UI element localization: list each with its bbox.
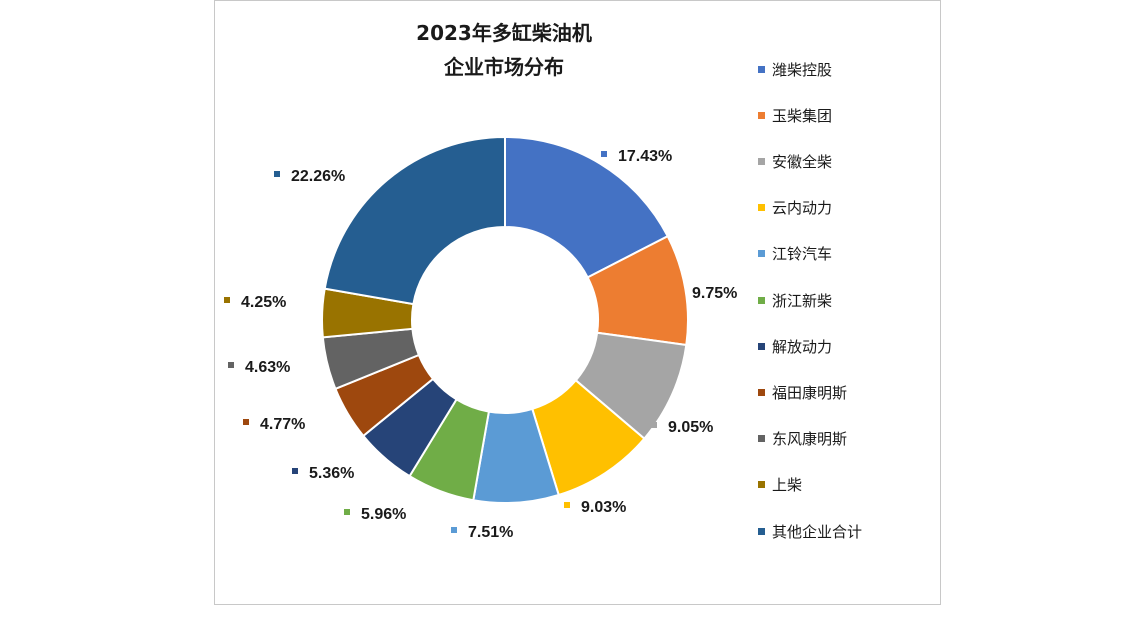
legend-item: 潍柴控股 xyxy=(758,58,832,80)
chart-title-line-1: 2023年多缸柴油机 xyxy=(416,21,592,45)
data-label-marker xyxy=(274,171,280,177)
legend-label: 上柴 xyxy=(772,476,803,495)
data-label-text: 9.03% xyxy=(581,499,626,516)
data-label-marker xyxy=(651,422,657,428)
data-label-8: 4.77% xyxy=(243,416,305,433)
legend-swatch xyxy=(758,296,765,304)
data-label-6: 5.96% xyxy=(344,506,406,523)
legend-item: 江铃汽车 xyxy=(758,243,832,265)
legend-item: 安徽全柴 xyxy=(758,150,832,172)
data-label-marker xyxy=(344,509,350,515)
legend-label: 福田康明斯 xyxy=(772,383,848,402)
legend-item: 云内动力 xyxy=(758,197,832,219)
legend-swatch xyxy=(758,204,765,212)
data-label-text: 5.36% xyxy=(309,465,354,482)
legend-item: 解放动力 xyxy=(758,335,832,357)
data-label-11: 22.26% xyxy=(274,168,345,185)
legend-swatch xyxy=(758,527,765,535)
legend-label: 云内动力 xyxy=(772,199,833,218)
legend-label: 江铃汽车 xyxy=(772,245,833,264)
data-label-7: 5.36% xyxy=(292,465,354,482)
data-label-marker xyxy=(243,419,249,425)
chart-title-line-2: 企业市场分布 xyxy=(444,55,564,79)
legend-label: 安徽全柴 xyxy=(772,152,833,171)
data-label-marker xyxy=(601,151,607,157)
legend-item: 玉柴集团 xyxy=(758,104,832,126)
data-label-1: 17.43% xyxy=(601,148,672,165)
data-label-text: 9.05% xyxy=(668,419,713,436)
legend-item: 福田康明斯 xyxy=(758,381,847,403)
legend-swatch xyxy=(758,111,765,119)
data-label-text: 9.75% xyxy=(692,285,737,302)
legend-label: 东风康明斯 xyxy=(772,430,848,449)
data-label-marker xyxy=(451,527,457,533)
data-label-marker xyxy=(292,468,298,474)
data-label-4: 9.03% xyxy=(564,499,626,516)
legend-swatch xyxy=(758,157,765,165)
data-label-marker xyxy=(224,297,230,303)
legend-swatch xyxy=(758,435,765,443)
legend-swatch xyxy=(758,342,765,350)
chart-title: 2023年多缸柴油机 企业市场分布 xyxy=(214,16,794,84)
legend-label: 潍柴控股 xyxy=(772,60,833,79)
data-label-marker xyxy=(228,362,234,368)
data-label-5: 7.51% xyxy=(451,524,513,541)
data-label-marker xyxy=(564,502,570,508)
data-label-2: 9.75% xyxy=(675,285,737,302)
data-label-text: 17.43% xyxy=(618,148,672,165)
donut-slice-1 xyxy=(504,135,670,279)
data-label-text: 4.25% xyxy=(241,294,286,311)
legend-item: 浙江新柴 xyxy=(758,289,832,311)
data-label-10: 4.25% xyxy=(224,294,286,311)
data-label-text: 22.26% xyxy=(291,168,345,185)
data-label-text: 5.96% xyxy=(361,506,406,523)
data-label-9: 4.63% xyxy=(228,359,290,376)
legend-item: 其他企业合计 xyxy=(758,520,862,542)
legend-swatch xyxy=(758,481,765,489)
legend-item: 东风康明斯 xyxy=(758,428,847,450)
legend-swatch xyxy=(758,388,765,396)
legend-label: 其他企业合计 xyxy=(772,522,863,541)
legend-label: 浙江新柴 xyxy=(772,291,833,310)
data-label-marker xyxy=(675,288,681,294)
legend-label: 解放动力 xyxy=(772,337,833,356)
data-label-text: 7.51% xyxy=(468,524,513,541)
data-label-3: 9.05% xyxy=(651,419,713,436)
data-label-text: 4.63% xyxy=(245,359,290,376)
legend-label: 玉柴集团 xyxy=(772,106,833,125)
legend-item: 上柴 xyxy=(758,474,802,496)
donut-slice-11 xyxy=(323,135,506,306)
legend-swatch xyxy=(758,250,765,258)
legend-swatch xyxy=(758,65,765,73)
data-label-text: 4.77% xyxy=(260,416,305,433)
